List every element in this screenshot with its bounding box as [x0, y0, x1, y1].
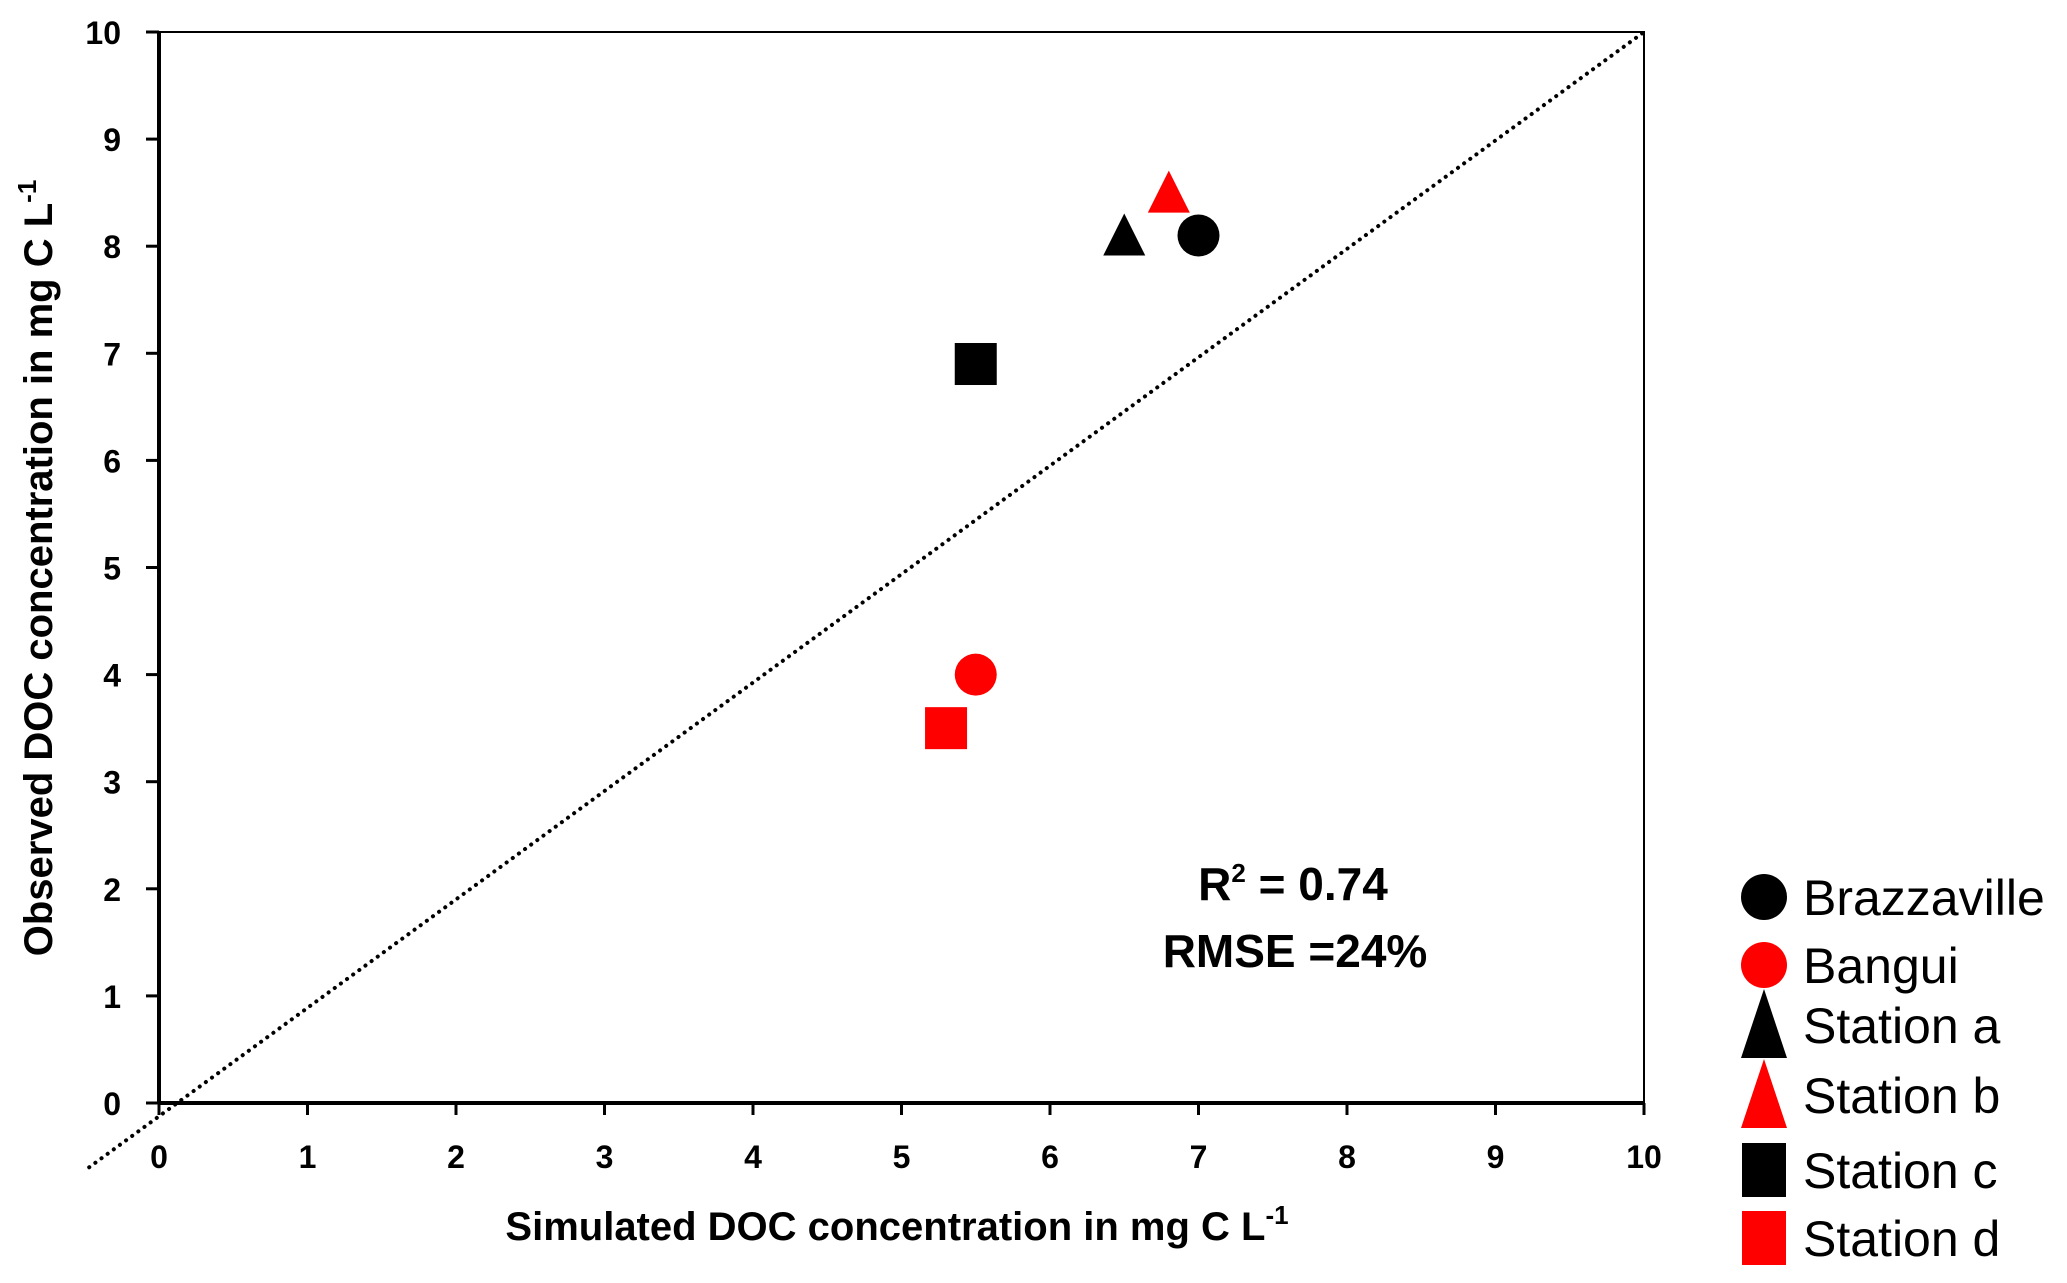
legend-label: Bangui: [1803, 938, 1959, 994]
legend-marker-triangle: [1741, 989, 1787, 1058]
data-point-bangui: [954, 653, 997, 696]
data-point-station-a: [1103, 213, 1146, 256]
y-tick-label: 5: [103, 551, 121, 587]
data-point-station-b: [1147, 170, 1190, 213]
rmse-annotation: RMSE =24%: [1163, 925, 1428, 977]
legend-label: Station a: [1803, 998, 2001, 1054]
y-tick-label: 4: [103, 658, 121, 694]
r-squared-annotation: R2 = 0.74: [1198, 858, 1388, 910]
legend-marker-circle: [1741, 874, 1787, 920]
legend-label: Station b: [1803, 1068, 2000, 1124]
y-tick-label: 0: [103, 1086, 121, 1122]
legend-marker-triangle: [1741, 1059, 1787, 1128]
x-tick-label: 4: [744, 1139, 762, 1175]
data-point-brazzaville: [1177, 214, 1220, 257]
y-tick-label: 10: [85, 15, 121, 51]
legend-marker-square: [1742, 1211, 1786, 1265]
x-tick-label: 9: [1487, 1139, 1505, 1175]
x-tick-label: 6: [1041, 1139, 1059, 1175]
y-tick-label: 3: [103, 765, 121, 801]
legend-marker-circle: [1741, 942, 1787, 988]
legend-marker-square: [1742, 1143, 1786, 1197]
data-point-station-c: [954, 343, 997, 386]
y-tick-label: 2: [103, 872, 121, 908]
x-tick-label: 2: [447, 1139, 465, 1175]
legend-item-brazzaville: Brazzaville: [1741, 870, 2045, 926]
y-tick-label: 7: [103, 336, 121, 372]
legend-label: Brazzaville: [1803, 870, 2045, 926]
x-tick-label: 1: [299, 1139, 317, 1175]
one-to-one-reference-line: [87, 30, 1646, 1170]
legend-item-bangui: Bangui: [1741, 938, 1959, 994]
legend-item-station-a: Station a: [1741, 989, 2001, 1058]
x-tick-label: 5: [893, 1139, 911, 1175]
legend-label: Station d: [1803, 1211, 2000, 1267]
legend-label: Station c: [1803, 1143, 1998, 1199]
data-point-station-d: [925, 707, 968, 750]
x-tick-label: 7: [1190, 1139, 1208, 1175]
legend-item-station-b: Station b: [1741, 1059, 2000, 1128]
y-tick-label: 8: [103, 229, 121, 265]
legend-item-station-c: Station c: [1742, 1143, 1998, 1199]
y-tick-label: 6: [103, 443, 121, 479]
legend-item-station-d: Station d: [1742, 1211, 2000, 1267]
x-tick-label: 8: [1338, 1139, 1356, 1175]
y-tick-label: 9: [103, 122, 121, 158]
y-axis-title: Observed DOC concentration in mg C L-1: [12, 180, 61, 957]
y-tick-label: 1: [103, 979, 121, 1015]
x-tick-label: 10: [1626, 1139, 1662, 1175]
x-tick-label: 3: [596, 1139, 614, 1175]
x-axis-title: Simulated DOC concentration in mg C L-1: [505, 1200, 1288, 1249]
x-tick-label: 0: [150, 1139, 168, 1175]
